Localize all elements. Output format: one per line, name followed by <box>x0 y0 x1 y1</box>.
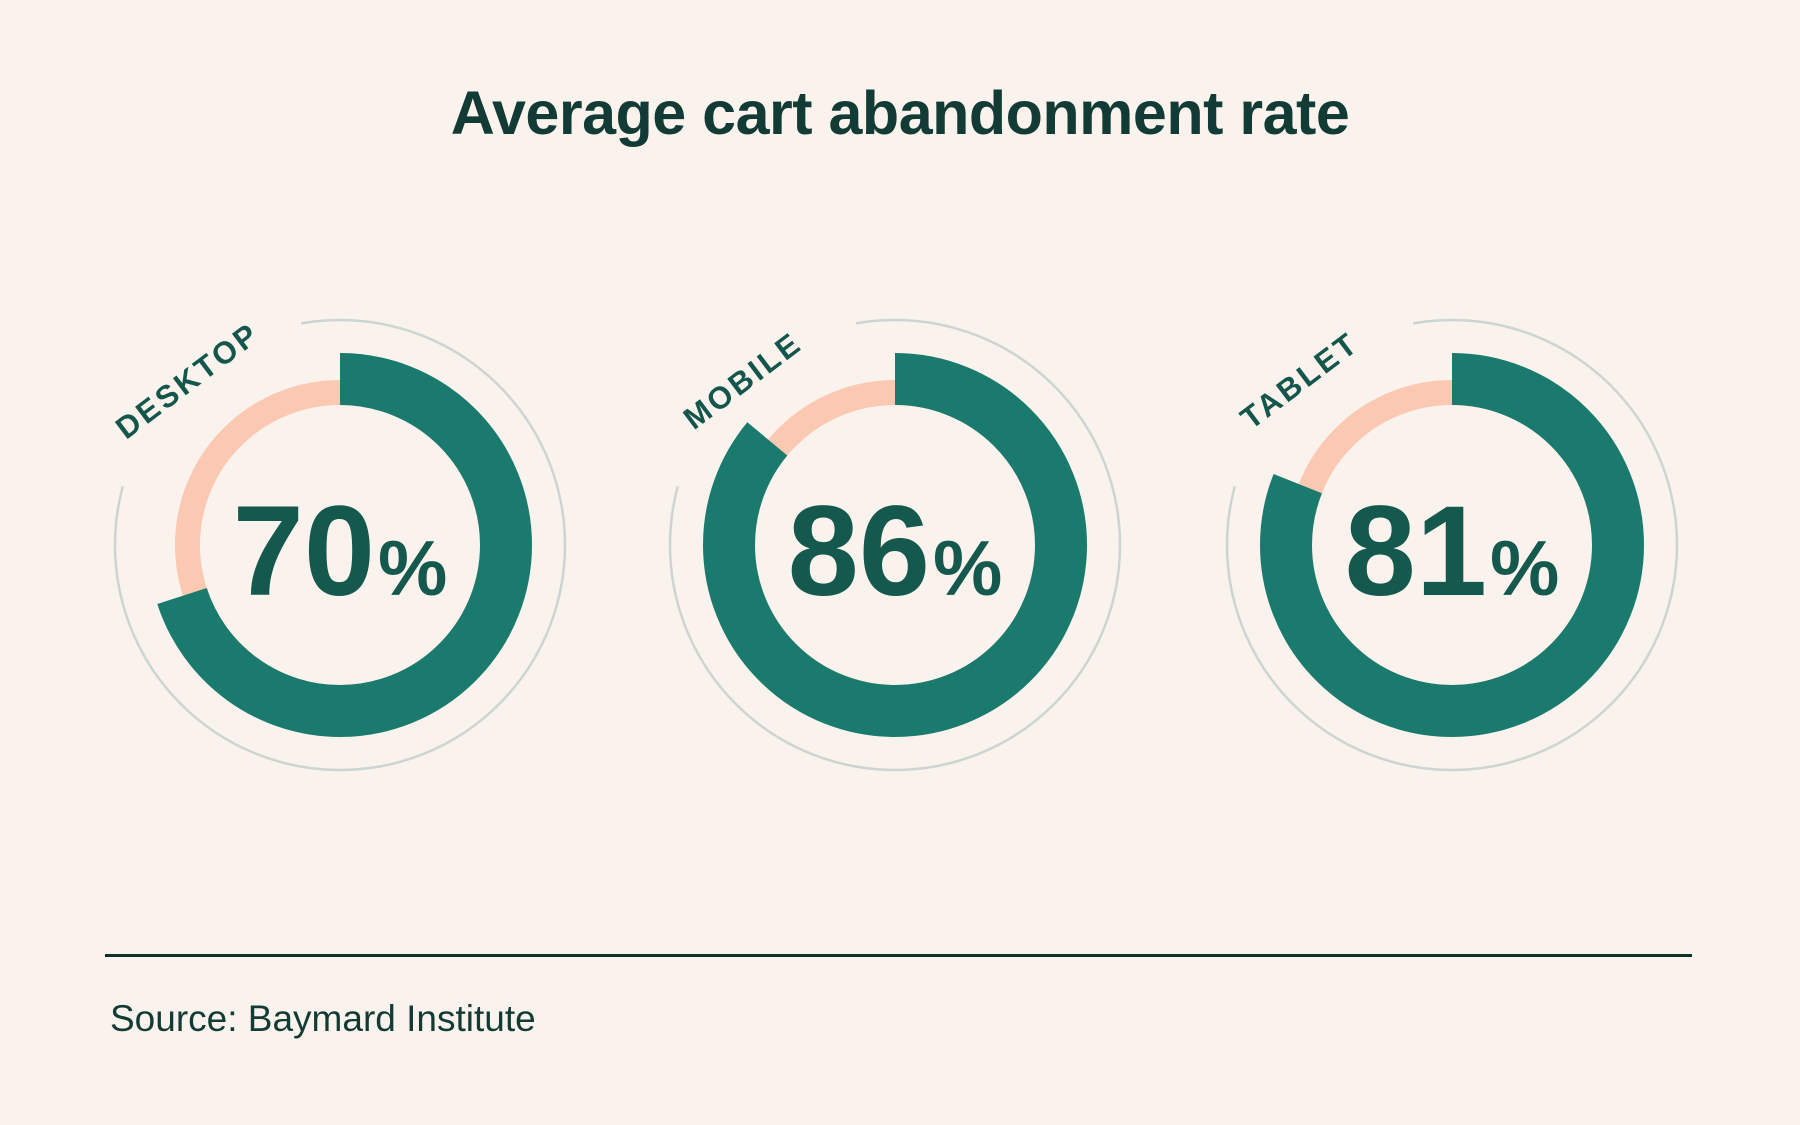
value-number: 81 <box>1344 480 1488 623</box>
donut-mobile: MOBILE 86 % <box>635 285 1155 805</box>
donut-value-desktop: 70 % <box>233 488 448 616</box>
percent-sign: % <box>933 524 1003 612</box>
donut-svg <box>113 318 567 772</box>
guide-ring-circle <box>668 318 1122 772</box>
arc-filled <box>148 353 532 737</box>
value-number: 86 <box>787 480 931 623</box>
donut-value-tablet: 81 % <box>1345 488 1560 616</box>
source-attribution: Source: Baymard Institute <box>110 998 536 1039</box>
chart-title: Average cart abandonment rate <box>450 79 1350 147</box>
donut-svg <box>668 318 1122 772</box>
donut-svg <box>1225 318 1679 772</box>
guide-ring-circle <box>113 318 567 772</box>
arc-filled <box>1260 353 1644 737</box>
value-number: 70 <box>232 480 376 623</box>
percent-sign: % <box>1490 524 1560 612</box>
divider-line <box>105 954 1692 957</box>
guide-ring-circle <box>1225 318 1679 772</box>
arc-filled <box>703 353 1087 737</box>
percent-sign: % <box>378 524 448 612</box>
donut-tablet: TABLET 81 % <box>1192 285 1712 805</box>
donut-desktop: DESKTOP 70 % <box>80 285 600 805</box>
donut-value-mobile: 86 % <box>788 488 1003 616</box>
